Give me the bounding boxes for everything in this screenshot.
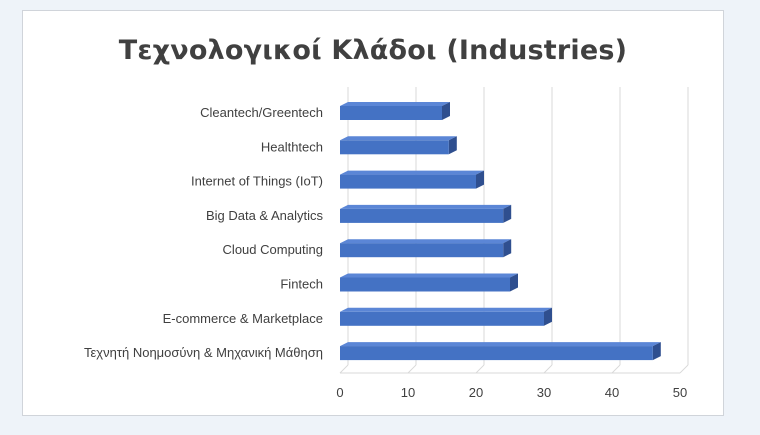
bar-top-face bbox=[340, 204, 512, 209]
floor-gridline-50 bbox=[679, 364, 689, 374]
floor-gridline-30 bbox=[543, 364, 553, 374]
category-label-5: Fintech bbox=[280, 277, 323, 292]
bar-side-face bbox=[503, 204, 512, 223]
bar-front-face bbox=[340, 174, 476, 189]
chart-frame: Τεχνολογικοί Κλάδοι (Industries) Cleante… bbox=[22, 10, 724, 416]
category-label-7: Τεχνητή Νοημοσύνη & Μηχανική Μάθηση bbox=[84, 345, 323, 360]
bar-front-face bbox=[340, 106, 442, 120]
bar-1 bbox=[340, 136, 457, 155]
bar-front-face bbox=[340, 243, 504, 258]
x-tick-label-40: 40 bbox=[605, 385, 619, 400]
bar-top-face bbox=[340, 102, 450, 106]
floor-gridline-40 bbox=[611, 364, 621, 374]
bar-top-face bbox=[340, 342, 661, 347]
bar-side-face bbox=[544, 307, 552, 326]
floor-gridline-10 bbox=[407, 364, 417, 374]
x-tick-label-50: 50 bbox=[673, 385, 687, 400]
bar-side-face bbox=[510, 273, 518, 292]
floor-gridline-20 bbox=[475, 364, 485, 374]
bar-7 bbox=[340, 342, 661, 361]
x-tick-label-0: 0 bbox=[336, 385, 343, 400]
bar-front-face bbox=[340, 140, 449, 155]
category-label-4: Cloud Computing bbox=[223, 242, 323, 257]
bar-top-face bbox=[340, 273, 518, 278]
category-label-3: Big Data & Analytics bbox=[206, 208, 324, 223]
bar-front-face bbox=[340, 208, 504, 223]
x-tick-label-30: 30 bbox=[537, 385, 551, 400]
bar-top-face bbox=[340, 307, 552, 312]
category-label-1: Healthtech bbox=[261, 139, 323, 154]
x-tick-label-10: 10 bbox=[401, 385, 415, 400]
bar-0 bbox=[340, 102, 450, 120]
bar-chart-plot: Cleantech/Greentech Healthtech Internet of… bbox=[84, 87, 689, 400]
bar-side-face bbox=[448, 136, 457, 155]
bar-4 bbox=[340, 239, 512, 258]
bar-side-face bbox=[476, 170, 484, 189]
bar-top-face bbox=[340, 239, 512, 244]
bar-side-face bbox=[503, 239, 512, 258]
bar-side-face bbox=[442, 102, 450, 120]
bar-2 bbox=[340, 170, 484, 189]
category-label-0: Cleantech/Greentech bbox=[200, 105, 323, 120]
bar-top-face bbox=[340, 136, 457, 141]
bar-5 bbox=[340, 273, 518, 292]
bar-front-face bbox=[340, 311, 544, 326]
chart-title: Τεχνολογικοί Κλάδοι (Industries) bbox=[118, 35, 628, 66]
bar-side-face bbox=[652, 342, 661, 361]
bar-top-face bbox=[340, 170, 484, 175]
category-label-2: Internet of Things (IoT) bbox=[191, 174, 323, 189]
x-tick-label-20: 20 bbox=[469, 385, 483, 400]
bar-6 bbox=[340, 307, 552, 326]
category-label-6: E-commerce & Marketplace bbox=[163, 311, 323, 326]
floor-gridline-0 bbox=[339, 364, 349, 374]
bar-3 bbox=[340, 204, 512, 223]
bar-front-face bbox=[340, 277, 510, 292]
bar-front-face bbox=[340, 346, 653, 361]
